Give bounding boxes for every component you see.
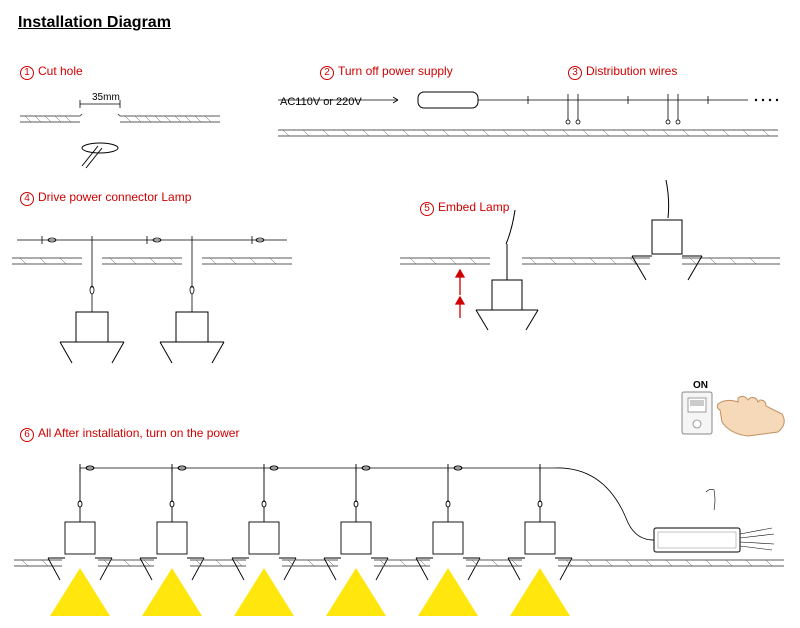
step-4-text: Drive power connector Lamp (38, 190, 191, 204)
step-3-text: Distribution wires (586, 64, 677, 78)
step-4-num: 4 (20, 192, 34, 206)
step-1-diagram (20, 86, 220, 176)
step-2-num: 2 (320, 66, 334, 80)
switch-hand-diagram (678, 388, 793, 448)
step-1-num: 1 (20, 66, 34, 80)
step-2-text: Turn off power supply (338, 64, 453, 78)
step-2-label: 2 Turn off power supply (320, 64, 453, 80)
step-1-label: 1 Cut hole (20, 64, 83, 80)
page-title: Installation Diagram (18, 14, 171, 32)
step-1-text: Cut hole (38, 64, 83, 78)
step-3-label: 3 Distribution wires (568, 64, 677, 80)
step-4-label: 4 Drive power connector Lamp (20, 190, 191, 206)
step-4-diagram (12, 218, 302, 368)
step-3-num: 3 (568, 66, 582, 80)
step-6-diagram (14, 440, 794, 625)
step-6-text: All After installation, turn on the powe… (38, 426, 239, 440)
step-2-3-diagram (278, 86, 788, 166)
measurement-label: 35mm (92, 92, 120, 103)
step-5-diagram (400, 180, 790, 340)
light-beam (50, 568, 110, 616)
